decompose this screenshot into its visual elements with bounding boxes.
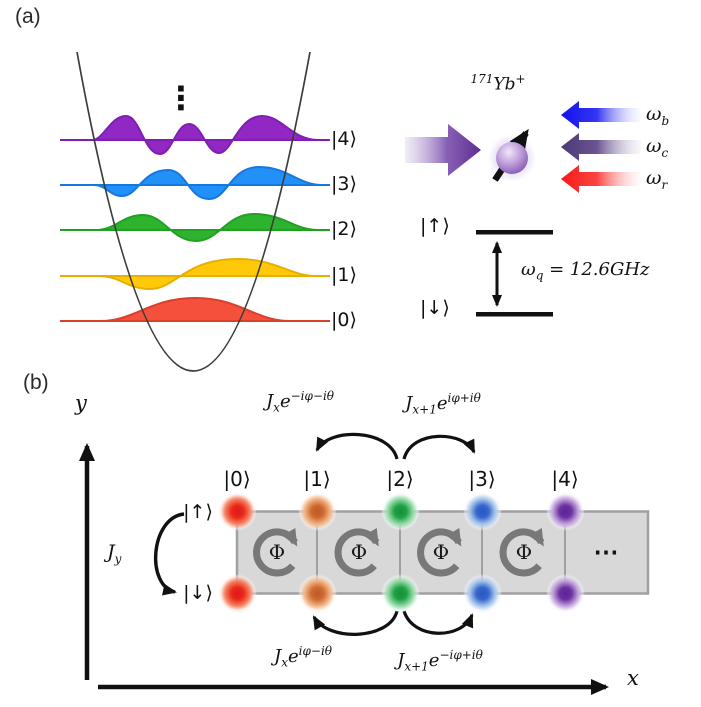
wavefunction-n2	[60, 212, 330, 243]
isotope-mass: 171	[470, 72, 494, 86]
flux-loop-arrow-2	[334, 528, 380, 577]
level-ket-n3: |3⟩	[331, 173, 357, 195]
beam-label-blue: ωb	[646, 103, 669, 128]
coupling-label-bottom-right: Jx+1e−iφ+iθ	[397, 648, 483, 674]
isotope-label: 171Yb+	[452, 72, 544, 95]
wavefunction-n0	[60, 296, 330, 322]
jy-label: Jy	[107, 541, 121, 566]
coupling-bl-base: J	[273, 646, 282, 667]
coupling-arc-top-left	[315, 432, 399, 460]
beam-red-subscript: r	[661, 177, 668, 192]
wavefunction-n3	[60, 165, 330, 201]
coupling-arc-top-right	[402, 434, 476, 460]
level-ket-n0: |0⟩	[331, 309, 357, 331]
spin-down-label: |↓⟩	[183, 582, 213, 604]
coupling-tl-e: e	[279, 391, 291, 412]
beam-arrow-carrier	[561, 133, 641, 161]
flux-label-2: Φ	[350, 540, 368, 564]
qubit-level-upper	[476, 230, 553, 235]
jy-sub: y	[114, 551, 122, 566]
coupling-br-sub: x+1	[404, 659, 429, 674]
x-axis-label: x	[627, 666, 639, 690]
site-dot-bottom-2	[381, 574, 420, 613]
spin-up-label: |↑⟩	[183, 501, 213, 523]
beam-carrier-symbol: ω	[646, 135, 662, 157]
coupling-arc-bottom-left	[312, 610, 399, 636]
qubit-level-lower	[476, 312, 553, 317]
site-dot-bottom-0	[218, 574, 257, 613]
coupling-bl-exp: iφ−iθ	[298, 644, 333, 658]
coupling-label-top-left: Jxe−iφ−iθ	[266, 389, 334, 415]
band-ellipsis: ⋯	[593, 538, 621, 566]
site-label-4: |4⟩	[551, 467, 579, 491]
coupling-bl-e: e	[287, 646, 299, 667]
qubit-down-ket: |↓⟩	[420, 297, 450, 319]
coupling-tl-base: J	[265, 391, 274, 412]
flux-label-3: Φ	[432, 540, 450, 564]
isotope-charge: +	[515, 72, 526, 86]
coupling-tr-exp: iφ+iθ	[447, 391, 481, 405]
coupling-tr-base: J	[405, 393, 413, 414]
site-label-1: |1⟩	[303, 467, 331, 491]
coupling-br-exp: −iφ+iθ	[439, 648, 483, 662]
y-axis-label: y	[75, 391, 87, 415]
qubit-splitting-value: = 12.6GHz	[543, 259, 650, 280]
site-dot-top-4	[546, 492, 585, 531]
pump-arrow	[405, 124, 481, 176]
site-dot-bottom-1	[298, 574, 337, 613]
wavefunction-n1	[60, 257, 330, 291]
level-ket-n4: |4⟩	[331, 128, 357, 150]
site-dot-top-0	[218, 492, 257, 531]
beam-arrow-red	[561, 165, 641, 193]
flux-label-4: Φ	[515, 540, 533, 564]
coupling-label-bottom-left: Jxeiφ−iθ	[274, 644, 332, 670]
site-label-0: |0⟩	[223, 467, 251, 491]
jy-base: J	[107, 541, 115, 563]
wavefunction-n4	[60, 114, 330, 156]
beam-blue-subscript: b	[661, 113, 670, 128]
flux-loop-arrow-4	[499, 528, 545, 577]
panel-b-label: (b)	[23, 371, 49, 394]
site-dot-top-3	[463, 492, 502, 531]
ion-sphere	[496, 142, 528, 174]
site-dot-top-1	[298, 492, 337, 531]
site-dot-top-2	[381, 492, 420, 531]
flux-loop-arrow-3	[417, 528, 462, 577]
qubit-up-ket: |↑⟩	[420, 215, 450, 237]
qubit-splitting-subscript: q	[535, 268, 544, 283]
coupling-tl-sub: x	[273, 400, 280, 415]
coupling-arc-bottom-right	[402, 610, 474, 635]
coupling-tr-sub: x+1	[412, 402, 437, 417]
qubit-splitting-label: ωq = 12.6GHz	[521, 259, 650, 283]
level-ket-n1: |1⟩	[331, 264, 357, 286]
beam-label-carrier: ωc	[646, 135, 668, 160]
beam-blue-symbol: ω	[646, 103, 662, 125]
level-ket-n2: |2⟩	[331, 218, 357, 240]
site-label-3: |3⟩	[468, 467, 496, 491]
isotope-element: Yb	[493, 74, 516, 95]
coupling-tl-exp: −iφ−iθ	[290, 389, 335, 403]
beam-arrow-blue	[561, 101, 641, 129]
coupling-br-e: e	[428, 650, 440, 671]
flux-label-1: Φ	[268, 540, 286, 564]
coupling-br-base: J	[397, 650, 405, 671]
coupling-label-top-right: Jx+1eiφ+iθ	[405, 391, 481, 417]
panel-a-label: (a)	[15, 5, 41, 28]
jy-coupling-arc	[154, 512, 185, 596]
harmonic-potential-curve	[76, 51, 311, 372]
vertical-ellipsis: ⋮	[165, 79, 197, 117]
beam-carrier-subscript: c	[661, 145, 669, 160]
coupling-tr-e: e	[436, 393, 448, 414]
site-label-2: |2⟩	[386, 467, 414, 491]
site-dot-bottom-3	[463, 574, 502, 613]
coupling-bl-sub: x	[281, 655, 288, 670]
qubit-splitting-symbol: ω	[521, 259, 536, 280]
beam-red-symbol: ω	[646, 167, 662, 189]
site-dot-bottom-4	[546, 574, 585, 613]
flux-loop-arrow-1	[253, 528, 298, 577]
beam-label-red: ωr	[646, 167, 667, 192]
